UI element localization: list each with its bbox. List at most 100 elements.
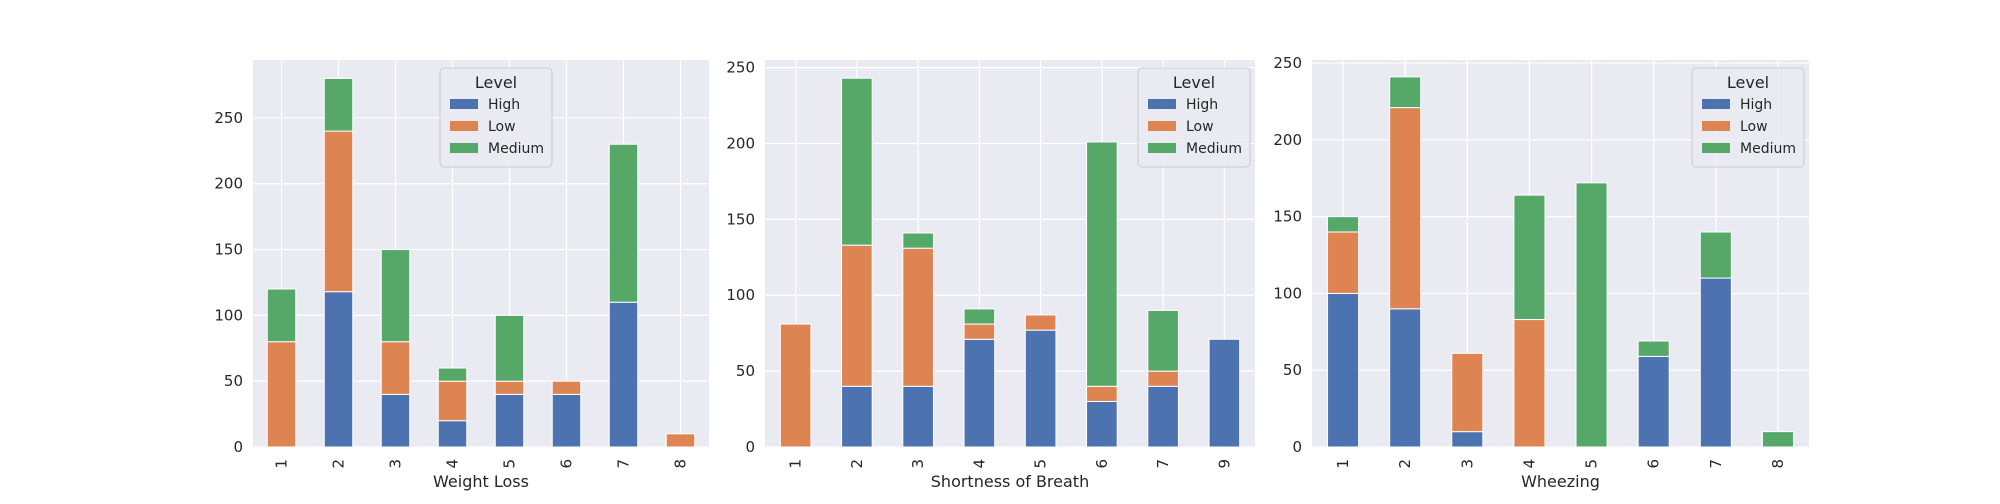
bar-medium-2 <box>323 77 354 132</box>
bar-medium-3 <box>380 249 411 343</box>
x-tick-label: 4 <box>1520 459 1538 469</box>
legend-label-medium: Medium <box>488 141 544 157</box>
bar-low-4 <box>437 380 468 422</box>
bar-low-6 <box>1086 385 1118 402</box>
x-tick-label: 8 <box>1769 459 1787 469</box>
bar-high-2 <box>323 291 354 448</box>
legend-swatch-high <box>1702 99 1730 109</box>
y-tick-label: 250 <box>214 109 243 127</box>
bar-medium-6 <box>1637 340 1670 357</box>
legend-label-medium: Medium <box>1740 141 1796 157</box>
bar-medium-2 <box>841 77 873 246</box>
bar-high-2 <box>841 385 873 448</box>
y-tick-label: 100 <box>1273 284 1302 302</box>
legend-title: Level <box>1173 73 1215 92</box>
y-tick-label: 150 <box>726 210 755 228</box>
bar-low-8 <box>665 433 696 448</box>
y-tick-label: 200 <box>1273 131 1302 149</box>
bar-low-1 <box>779 323 812 448</box>
legend-swatch-high <box>450 99 478 109</box>
legend-swatch-low <box>450 121 478 131</box>
bar-low-5 <box>1024 314 1057 331</box>
y-tick-label: 0 <box>233 438 243 456</box>
x-axis-label: Wheezing <box>1521 472 1600 491</box>
bar-low-4 <box>963 323 996 340</box>
x-tick-label: 5 <box>1583 459 1601 469</box>
legend-swatch-medium <box>1702 143 1730 153</box>
legend: Level High Low Medium <box>1137 67 1251 168</box>
bar-high-4 <box>963 338 996 448</box>
legend-title: Level <box>475 73 517 92</box>
x-axis-label: Weight Loss <box>433 472 529 491</box>
legend-swatch-medium <box>450 143 478 153</box>
x-tick-label: 9 <box>1215 459 1233 469</box>
bar-medium-1 <box>1327 216 1360 233</box>
y-tick-label: 250 <box>1273 54 1302 72</box>
legend-box <box>1691 67 1805 168</box>
x-tick-label: 2 <box>330 459 348 469</box>
x-tick-label: 5 <box>501 459 519 469</box>
bar-high-1 <box>1327 292 1360 448</box>
chart-panel-1: 0 50 100 150 200 250 1 2 3 4 5 6 7 8 Weight Loss Level H… <box>214 60 709 491</box>
chart-panel-2: 0 50 100 150 200 250 1 2 3 4 5 6 7 9 Shortness of Brea… <box>726 59 1255 491</box>
bar-low-3 <box>1451 352 1484 433</box>
legend-swatch-low <box>1702 121 1730 131</box>
legend-swatch-medium <box>1148 143 1176 153</box>
legend-box <box>439 67 553 168</box>
bar-medium-4 <box>437 367 468 382</box>
chart-panel-3: 0 50 100 150 200 250 1 2 3 4 5 6 7 8 Wheezing Level High… <box>1273 54 1809 491</box>
bar-medium-3 <box>902 232 934 249</box>
x-tick-label: 7 <box>1707 459 1725 469</box>
y-tick-label: 0 <box>1292 438 1302 456</box>
bar-low-1 <box>266 341 297 448</box>
bar-high-3 <box>380 393 411 448</box>
legend: Level High Low Medium <box>439 67 553 168</box>
bar-medium-4 <box>1513 194 1546 321</box>
bar-low-7 <box>1147 370 1179 387</box>
legend-swatch-low <box>1148 121 1176 131</box>
x-tick-label: 3 <box>909 459 927 469</box>
bar-high-9 <box>1208 338 1241 448</box>
bar-low-3 <box>902 247 934 387</box>
y-tick-label: 100 <box>214 306 243 324</box>
legend-swatch-high <box>1148 99 1176 109</box>
bar-high-3 <box>1451 431 1484 448</box>
bar-low-2 <box>1389 107 1422 310</box>
bar-high-4 <box>437 420 468 448</box>
legend: Level High Low Medium <box>1691 67 1805 168</box>
bar-high-6 <box>1086 400 1118 448</box>
y-tick-label: 50 <box>224 372 243 390</box>
y-tick-label: 250 <box>726 59 755 77</box>
bar-low-6 <box>551 380 582 395</box>
bar-high-2 <box>1389 308 1422 448</box>
y-tick-label: 150 <box>1273 208 1302 226</box>
x-tick-label: 8 <box>672 459 690 469</box>
bar-medium-7 <box>608 143 639 303</box>
bar-low-1 <box>1327 231 1360 294</box>
bar-high-6 <box>1637 355 1670 448</box>
legend-label-high: High <box>1740 97 1772 113</box>
x-tick-label: 2 <box>848 459 866 469</box>
y-tick-label: 200 <box>726 134 755 152</box>
bar-high-7 <box>1699 277 1732 448</box>
bar-medium-1 <box>266 288 297 343</box>
bar-high-7 <box>1147 385 1179 448</box>
bar-medium-4 <box>963 308 996 325</box>
x-tick-label: 1 <box>1334 459 1352 469</box>
bar-high-7 <box>608 301 639 448</box>
x-tick-label: 3 <box>387 459 405 469</box>
x-tick-label: 5 <box>1032 459 1050 469</box>
y-tick-label: 200 <box>214 175 243 193</box>
bar-medium-5 <box>1575 182 1608 448</box>
y-tick-label: 50 <box>736 362 755 380</box>
bar-high-5 <box>494 393 525 448</box>
legend-label-high: High <box>1186 97 1218 113</box>
x-tick-label: 1 <box>273 459 291 469</box>
x-tick-label: 6 <box>558 459 576 469</box>
bar-high-6 <box>551 393 582 448</box>
bar-medium-6 <box>1086 141 1118 387</box>
x-tick-label: 6 <box>1645 459 1663 469</box>
bar-medium-5 <box>494 314 525 382</box>
